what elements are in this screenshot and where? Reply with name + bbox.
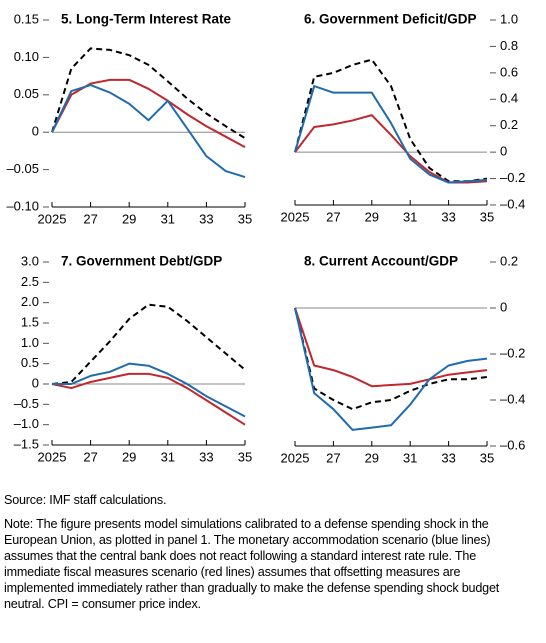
- y-tick-label: 0.5: [21, 355, 39, 370]
- x-tick-label: 29: [122, 211, 136, 226]
- y-tick-label: 0.2: [500, 253, 518, 268]
- panel-title: 8. Current Account/GDP: [304, 254, 458, 269]
- x-tick-label: 33: [199, 211, 213, 226]
- y-tick-label: 0.05: [14, 86, 39, 101]
- x-tick-label: 27: [326, 450, 340, 465]
- y-tick-label: 0.2: [500, 117, 518, 132]
- y-tick-label: –0.5: [14, 396, 39, 411]
- y-tick-label: 0.8: [500, 38, 518, 53]
- x-tick-label: 2025: [38, 449, 67, 464]
- series-line: [294, 114, 488, 184]
- x-tick-label: 35: [238, 211, 252, 226]
- y-tick-label: 0: [500, 144, 507, 159]
- y-tick-label: –0.05: [6, 161, 39, 176]
- y-tick-label: –0.2: [500, 170, 525, 185]
- y-tick-label: –0.4: [500, 391, 525, 406]
- y-tick-label: 2.5: [21, 274, 39, 289]
- notes: Source: IMF staff calculations. Note: Th…: [4, 492, 530, 620]
- y-tick-label: –1.0: [14, 416, 39, 431]
- x-tick-label: 31: [403, 450, 417, 465]
- series-line: [51, 47, 246, 140]
- series-line: [294, 307, 488, 431]
- series-line: [294, 58, 488, 183]
- y-tick-label: 0: [500, 299, 507, 314]
- panel-title: 6. Government Deficit/GDP: [304, 12, 477, 27]
- x-tick-label: 35: [480, 450, 494, 465]
- x-tick-label: 27: [83, 211, 97, 226]
- chart-grid: –0.10 –0.05 0 0.05 0.10 0.15 2025 27 29 31 33 35 5. …: [6, 11, 525, 465]
- series-line: [52, 362, 246, 418]
- y-tick-label: –1.5: [14, 436, 39, 451]
- y-tick-label: 2.0: [21, 294, 39, 309]
- y-tick-label: 0: [32, 375, 39, 390]
- x-tick-label: 27: [326, 209, 340, 224]
- y-tick-label: 0: [32, 124, 39, 139]
- panel-title: 5. Long-Term Interest Rate: [61, 12, 232, 27]
- y-tick-label: –0.6: [500, 437, 525, 452]
- y-tick-label: –0.2: [500, 345, 525, 360]
- series-line: [51, 84, 246, 179]
- x-tick-label: 35: [480, 209, 494, 224]
- y-tick-label: 1.0: [500, 11, 518, 26]
- series-line: [294, 307, 488, 388]
- y-tick-label: 1.5: [21, 314, 39, 329]
- x-tick-label: 33: [199, 449, 213, 464]
- y-tick-label: 1.0: [21, 335, 39, 350]
- x-tick-label: 29: [365, 209, 379, 224]
- x-tick-label: 31: [161, 211, 175, 226]
- x-tick-label: 2025: [38, 211, 67, 226]
- y-tick-label: 3.0: [21, 253, 39, 268]
- note: Note: The figure presents model simulati…: [4, 517, 500, 611]
- series-line: [51, 372, 246, 426]
- x-tick-label: 33: [441, 450, 455, 465]
- y-tick-label: 0.10: [14, 49, 39, 64]
- series-line: [51, 78, 246, 149]
- x-tick-label: 2025: [281, 209, 310, 224]
- y-tick-label: –0.10: [6, 198, 39, 213]
- x-tick-label: 29: [365, 450, 379, 465]
- x-tick-label: 27: [83, 449, 97, 464]
- series-line: [51, 303, 246, 385]
- y-tick-label: 0.4: [500, 91, 518, 106]
- y-tick-label: 0.6: [500, 64, 518, 79]
- x-tick-label: 2025: [281, 450, 310, 465]
- series-line: [294, 307, 488, 411]
- x-tick-label: 35: [238, 449, 252, 464]
- x-tick-label: 29: [122, 449, 136, 464]
- x-tick-label: 33: [441, 209, 455, 224]
- y-tick-label: 0.15: [14, 11, 39, 26]
- x-tick-label: 31: [403, 209, 417, 224]
- x-tick-label: 31: [161, 449, 175, 464]
- y-tick-label: –0.4: [500, 196, 525, 211]
- panel-title: 7. Government Debt/GDP: [61, 254, 222, 269]
- series-line: [294, 85, 488, 184]
- source: Source: IMF staff calculations.: [4, 493, 167, 507]
